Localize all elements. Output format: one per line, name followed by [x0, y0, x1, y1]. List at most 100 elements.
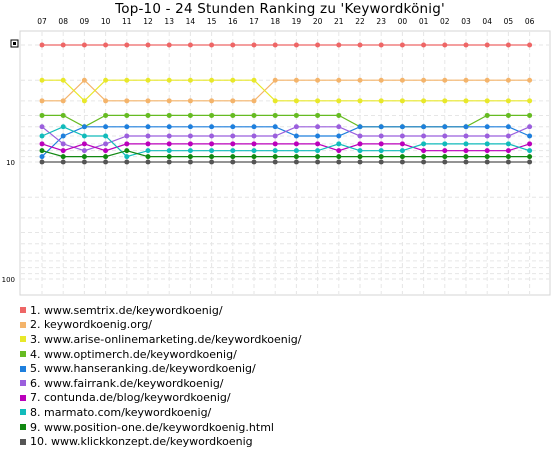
data-point	[187, 159, 193, 165]
data-point	[442, 124, 448, 130]
legend-swatch	[20, 336, 26, 343]
data-point	[60, 141, 66, 147]
data-point	[336, 154, 342, 160]
series-9	[39, 148, 533, 160]
data-point	[39, 141, 45, 147]
data-point	[505, 112, 511, 118]
data-point	[484, 141, 490, 147]
data-point	[272, 77, 278, 83]
series-layer	[39, 42, 533, 165]
data-point	[315, 133, 321, 139]
data-point	[442, 148, 448, 154]
data-point	[293, 133, 299, 139]
data-point	[187, 42, 193, 48]
data-point	[81, 124, 87, 130]
data-point	[315, 98, 321, 104]
x-tick-label: 04	[482, 17, 492, 26]
series-line	[41, 143, 530, 152]
data-point	[272, 148, 278, 154]
data-point	[145, 112, 151, 118]
data-point	[336, 112, 342, 118]
data-point	[81, 154, 87, 160]
data-point	[39, 159, 45, 165]
data-point	[124, 133, 130, 139]
x-tick-label: 01	[419, 17, 429, 26]
legend-item: 4. www.optimerch.de/keywordkoenig/	[20, 347, 302, 362]
data-point	[315, 42, 321, 48]
data-point	[505, 133, 511, 139]
x-tick-label: 22	[355, 17, 365, 26]
data-point	[209, 141, 215, 147]
data-point	[230, 42, 236, 48]
data-point	[357, 159, 363, 165]
data-point	[421, 77, 427, 83]
data-point	[60, 112, 66, 118]
data-point	[124, 148, 130, 154]
legend-label: 5. www.hanseranking.de/keywordkoenig/	[30, 362, 256, 376]
data-point	[442, 154, 448, 160]
data-point	[463, 124, 469, 130]
legend-swatch	[20, 380, 26, 387]
data-point	[527, 133, 533, 139]
data-point	[272, 112, 278, 118]
data-point	[124, 124, 130, 130]
legend-item: 8. marmato.com/keywordkoenig/	[20, 405, 302, 420]
data-point	[145, 141, 151, 147]
legend-swatch	[20, 351, 26, 358]
data-point	[399, 124, 405, 130]
legend-item: 9. www.position-one.de/keywordkoenig.htm…	[20, 420, 302, 435]
data-point	[399, 98, 405, 104]
data-point	[103, 124, 109, 130]
data-point	[463, 133, 469, 139]
y-tick-label: 10	[6, 159, 15, 167]
data-point	[378, 154, 384, 160]
data-point	[463, 154, 469, 160]
data-point	[166, 98, 172, 104]
data-point	[399, 159, 405, 165]
data-point	[272, 159, 278, 165]
data-point	[145, 42, 151, 48]
data-point	[442, 42, 448, 48]
data-point	[463, 98, 469, 104]
data-point	[293, 154, 299, 160]
data-point	[293, 159, 299, 165]
data-point	[272, 141, 278, 147]
data-point	[60, 124, 66, 130]
series-line	[42, 79, 530, 102]
legend-label: 6. www.fairrank.de/keywordkoenig/	[30, 376, 224, 390]
data-point	[39, 112, 45, 118]
data-point	[484, 154, 490, 160]
data-point	[39, 148, 45, 154]
data-point	[145, 77, 151, 83]
data-point	[421, 148, 427, 154]
data-point	[60, 98, 66, 104]
data-point	[463, 148, 469, 154]
data-point	[336, 124, 342, 130]
series-8	[39, 124, 533, 160]
data-point	[399, 154, 405, 160]
data-point	[421, 159, 427, 165]
y-tick-labels: 10 100	[2, 159, 15, 284]
data-point	[103, 154, 109, 160]
x-tick-label: 17	[249, 17, 259, 26]
data-point	[315, 124, 321, 130]
data-point	[357, 124, 363, 130]
data-point	[399, 42, 405, 48]
data-point	[166, 148, 172, 154]
data-point	[251, 133, 257, 139]
data-point	[251, 98, 257, 104]
x-tick-label: 02	[440, 17, 450, 26]
data-point	[39, 124, 45, 130]
data-point	[187, 77, 193, 83]
data-point	[484, 98, 490, 104]
legend-swatch	[20, 424, 26, 431]
legend-item: 6. www.fairrank.de/keywordkoenig/	[20, 376, 302, 391]
data-point	[378, 159, 384, 165]
data-point	[209, 42, 215, 48]
legend: 1. www.semtrix.de/keywordkoenig/2. keywo…	[20, 303, 302, 449]
data-point	[187, 98, 193, 104]
data-point	[505, 148, 511, 154]
data-point	[442, 159, 448, 165]
data-point	[60, 159, 66, 165]
data-point	[336, 141, 342, 147]
